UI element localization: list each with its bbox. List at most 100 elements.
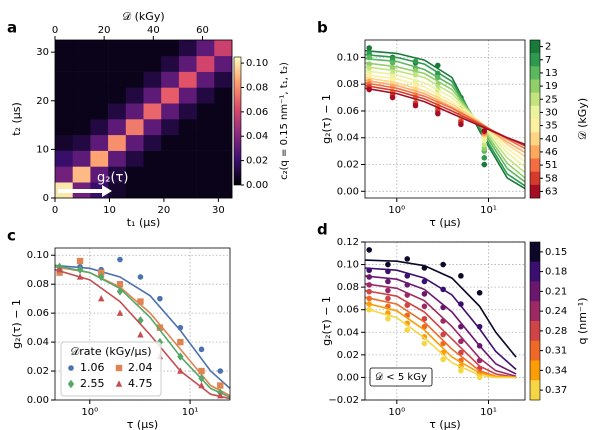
point [385,315,391,322]
heat-cell [143,40,162,57]
heat-cell [214,71,233,88]
plot-area [55,256,230,400]
colorbar-tick-label: 51 [545,160,558,171]
panel-label: d [317,221,328,239]
heat-cell [143,87,162,104]
heat-cell [72,55,91,72]
point [366,65,372,71]
heat-cell [55,103,73,120]
point [481,141,488,148]
fit-line [365,74,525,163]
point [458,273,464,279]
colorbar-tick-label: 0.37 [545,385,567,396]
point [366,301,372,307]
y-tick-label: 0.10 [337,52,359,63]
point [157,295,163,302]
colorbar-label: c₂(q = 0.15 nm⁻¹, t₁, t₂) [279,62,290,180]
x2-axis-label: 𝒟 (kGy) [122,10,164,23]
y-tick-label: 0.08 [27,279,49,290]
colorbar-tick-label: 0.18 [545,267,567,278]
heat-cell [196,134,215,151]
point [412,58,419,65]
heat-cell [55,55,73,72]
colorbar-segment [530,340,540,361]
point [137,316,144,325]
heat-cell [90,40,109,57]
annotation-arrowhead [102,185,112,197]
y-tick-label: 0.06 [27,308,49,319]
fit-line [365,289,517,379]
point [366,61,372,67]
heat-cell [55,166,73,183]
point [458,338,464,345]
fit-line [365,70,525,168]
x-tick-label: 10⁰ [388,205,405,216]
fit-line [55,264,230,398]
y-tick-label: 0.02 [337,160,359,171]
colorbar-tick-label: 58 [545,173,558,184]
point [366,50,372,57]
point [421,291,428,297]
colorbar-tick-label: 25 [545,94,558,105]
point [389,59,396,66]
legend-label: 1.06 [80,361,105,374]
x2-tick-label: 0 [52,25,58,36]
point [440,331,446,338]
colorbar-segment [530,119,540,133]
y-tick-label: 0.08 [337,79,359,90]
heat-cell [55,87,73,104]
heat-cell [143,71,162,88]
point [385,287,391,294]
heat-cell [90,103,109,120]
colorbar-label: 𝒟 (kGy) [576,98,589,140]
x2-tick-label: 20 [98,25,111,36]
point [481,155,488,161]
point [198,381,205,389]
point [385,295,391,302]
fit-line [365,267,517,371]
point [481,161,488,168]
heat-cell [143,150,162,167]
point [366,288,372,295]
colorbar-tick-label: 0.02 [246,156,268,167]
y-tick-label: 10 [36,144,49,155]
heat-cell [55,134,73,151]
fit-line [365,66,525,174]
heat-cell [90,71,109,88]
y-tick-label: 0 [43,193,49,204]
heat-cell [178,166,197,183]
colorbar-segment [530,281,540,302]
point [137,331,144,338]
colorbar-segment [530,105,540,120]
panel-label: b [317,19,328,37]
heat-cell [161,103,180,120]
plot-frame [54,39,233,199]
x-tick-label: 10⁰ [81,407,98,418]
heat-cell [196,119,215,136]
point [98,269,105,276]
heat-cell [161,55,180,72]
point [116,280,124,288]
colorbar-segment [530,79,540,93]
point [98,294,105,302]
heat-cell [214,182,233,199]
fit-line [365,82,525,150]
colorbar-tick-label: 2 [545,42,551,53]
point [421,315,428,322]
y-tick-label: −0.02 [328,395,359,406]
point [198,367,205,375]
colorbar-segment [530,301,540,322]
y-tick-label: 0.10 [27,250,49,261]
heat-cell [214,87,233,104]
point [76,257,84,265]
colorbar-tick-label: 35 [545,121,558,132]
point [177,352,184,361]
heat-cell [72,87,91,104]
point [385,278,391,285]
plot-area [365,247,517,381]
x-tick-label: 10 [103,205,116,216]
fit-line [365,49,525,190]
fit-line [365,57,525,183]
legend-box [60,341,162,397]
heat-cell [196,150,215,167]
